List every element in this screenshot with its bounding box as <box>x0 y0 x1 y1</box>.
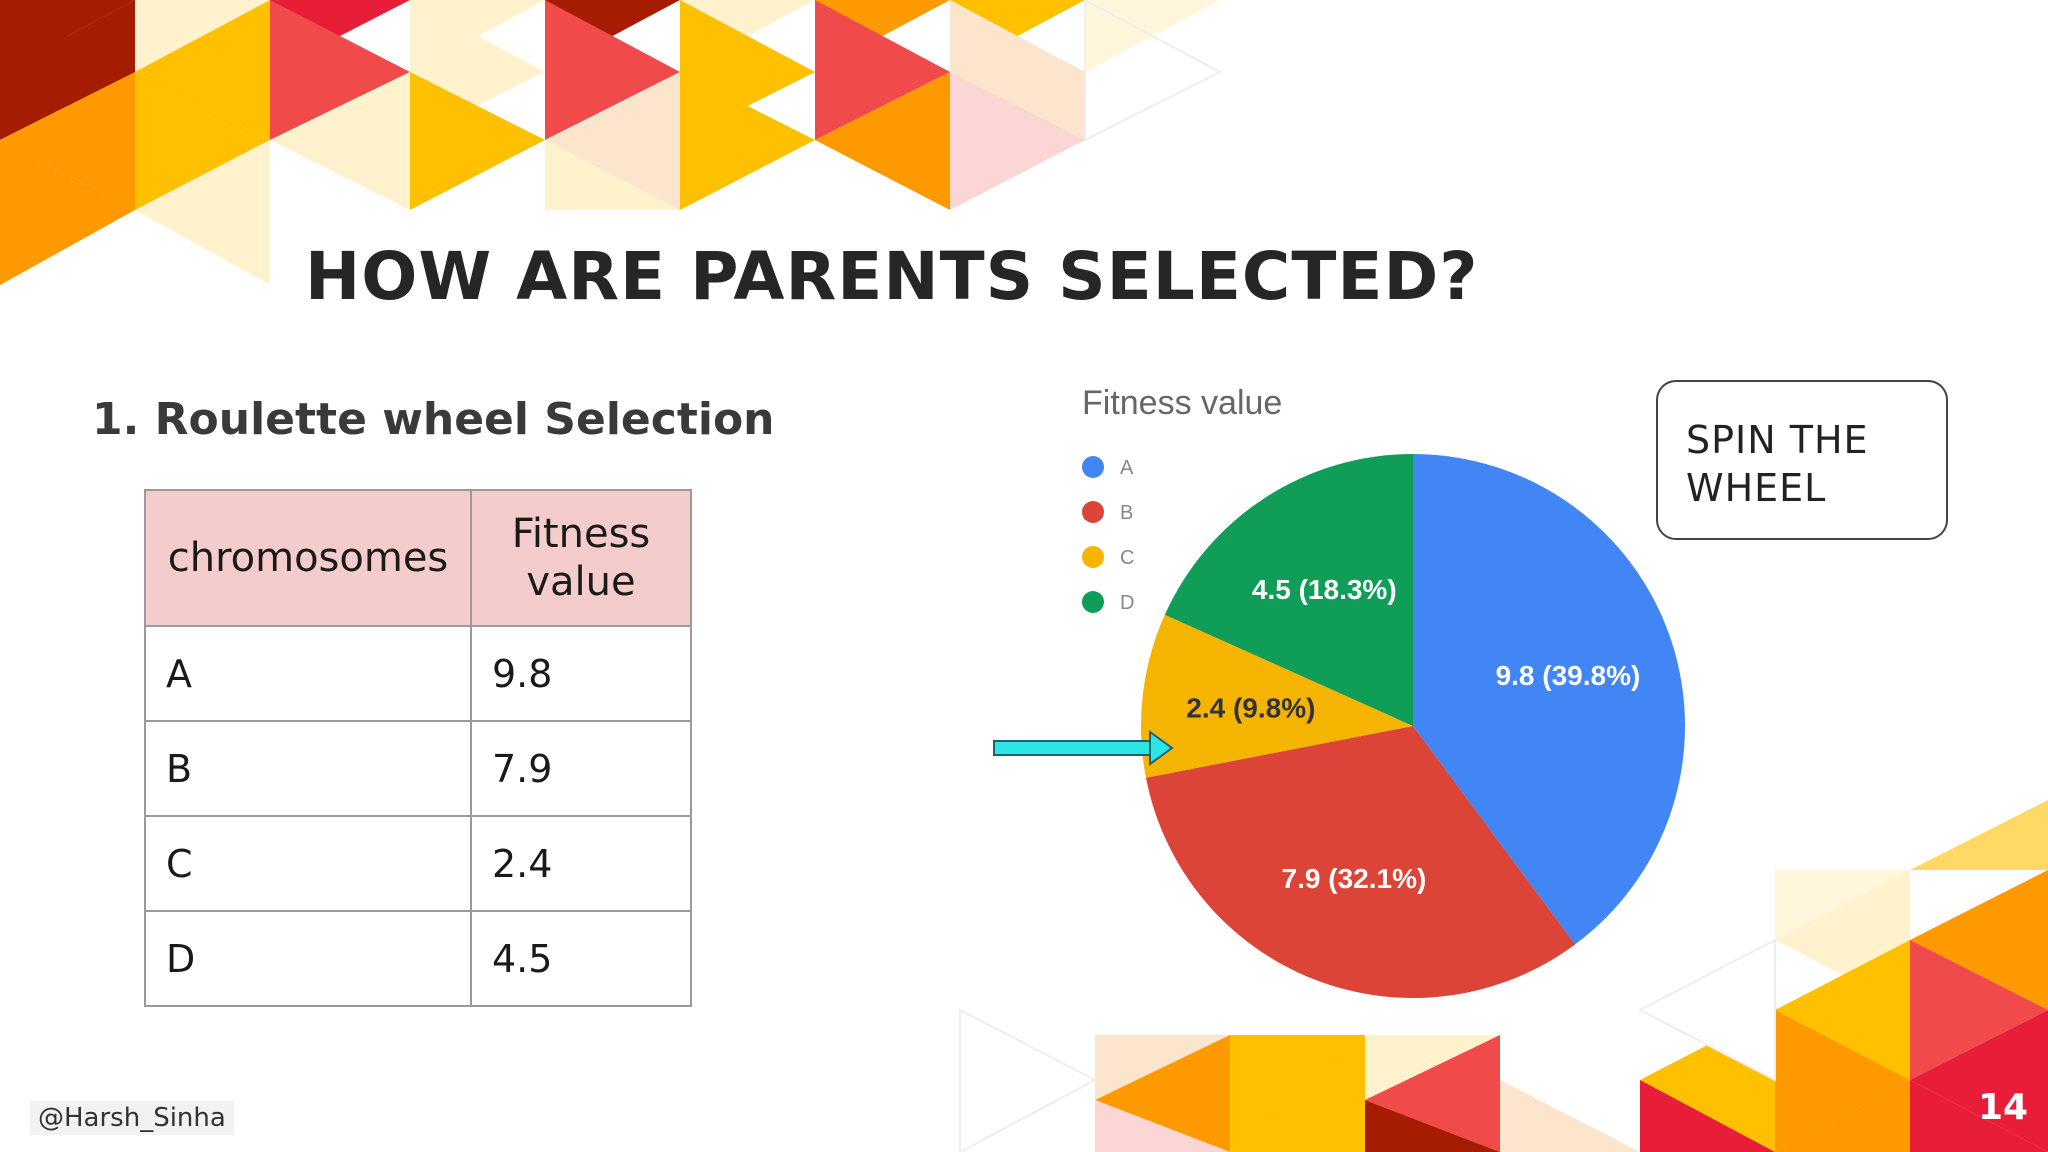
table-cell-fitness: 4.5 <box>470 910 692 1007</box>
spin-the-wheel-box: SPIN THE WHEEL <box>1656 380 1948 540</box>
slide-subtitle: 1. Roulette wheel Selection <box>92 394 775 445</box>
table-row: D 4.5 <box>144 910 692 1007</box>
legend-label-b: B <box>1120 502 1133 524</box>
table-cell-fitness: 9.8 <box>470 625 692 722</box>
legend-dot-d <box>1082 591 1104 613</box>
fitness-table: chromosomes Fitness value A 9.8 B 7.9 C … <box>144 489 692 1007</box>
table-cell-chromosome: B <box>144 720 472 817</box>
chart-title: Fitness value <box>1082 384 1282 422</box>
pie-slice-c <box>1141 614 1413 778</box>
slice-label-c: 2.4 (9.8%) <box>1186 692 1315 723</box>
table-row: B 7.9 <box>144 720 692 817</box>
table-cell-fitness: 2.4 <box>470 815 692 912</box>
chart-legend: A B C D <box>1082 456 1134 614</box>
legend-dot-c <box>1082 546 1104 568</box>
table-header-chromosomes: chromosomes <box>144 489 472 627</box>
arrow-shaft <box>993 740 1151 756</box>
legend-label-a: A <box>1120 457 1134 479</box>
table-row: C 2.4 <box>144 815 692 912</box>
spin-label-line2: WHEEL <box>1686 466 1827 510</box>
arrow-head <box>1149 730 1174 766</box>
author-handle: @Harsh_Sinha <box>30 1101 234 1135</box>
table-cell-chromosome: C <box>144 815 472 912</box>
slice-label-a: 9.8 (39.8%) <box>1496 660 1641 691</box>
table-cell-chromosome: A <box>144 625 472 722</box>
legend-dot-a <box>1082 456 1104 478</box>
pie-slices <box>1141 454 1685 998</box>
table-cell-chromosome: D <box>144 910 472 1007</box>
fitness-pie-chart: Fitness value A B C D 9.8 (39.8%) 7.9 (32.1%… <box>993 384 1685 998</box>
pie-slice-d <box>1164 454 1413 726</box>
pie-slice-b <box>1145 726 1576 998</box>
slice-label-b: 7.9 (32.1%) <box>1282 863 1427 894</box>
slice-label-d: 4.5 (18.3%) <box>1252 574 1397 605</box>
legend-label-c: C <box>1120 547 1134 569</box>
table-header-row: chromosomes Fitness value <box>144 489 692 627</box>
pie-slice-labels: 9.8 (39.8%) 7.9 (32.1%) 2.4 (9.8%) 4.5 (18.… <box>1186 574 1640 894</box>
slide-title: HOW ARE PARENTS SELECTED? <box>305 238 1479 315</box>
table-cell-fitness: 7.9 <box>470 720 692 817</box>
legend-dot-b <box>1082 501 1104 523</box>
legend-label-d: D <box>1120 592 1134 614</box>
page-number: 14 <box>1978 1087 2029 1128</box>
table-row: A 9.8 <box>144 625 692 722</box>
selection-arrow-icon <box>993 730 1174 766</box>
spin-label-line1: SPIN THE <box>1686 418 1869 462</box>
pie-slice-a <box>1413 454 1685 945</box>
table-header-fitness: Fitness value <box>470 489 692 627</box>
